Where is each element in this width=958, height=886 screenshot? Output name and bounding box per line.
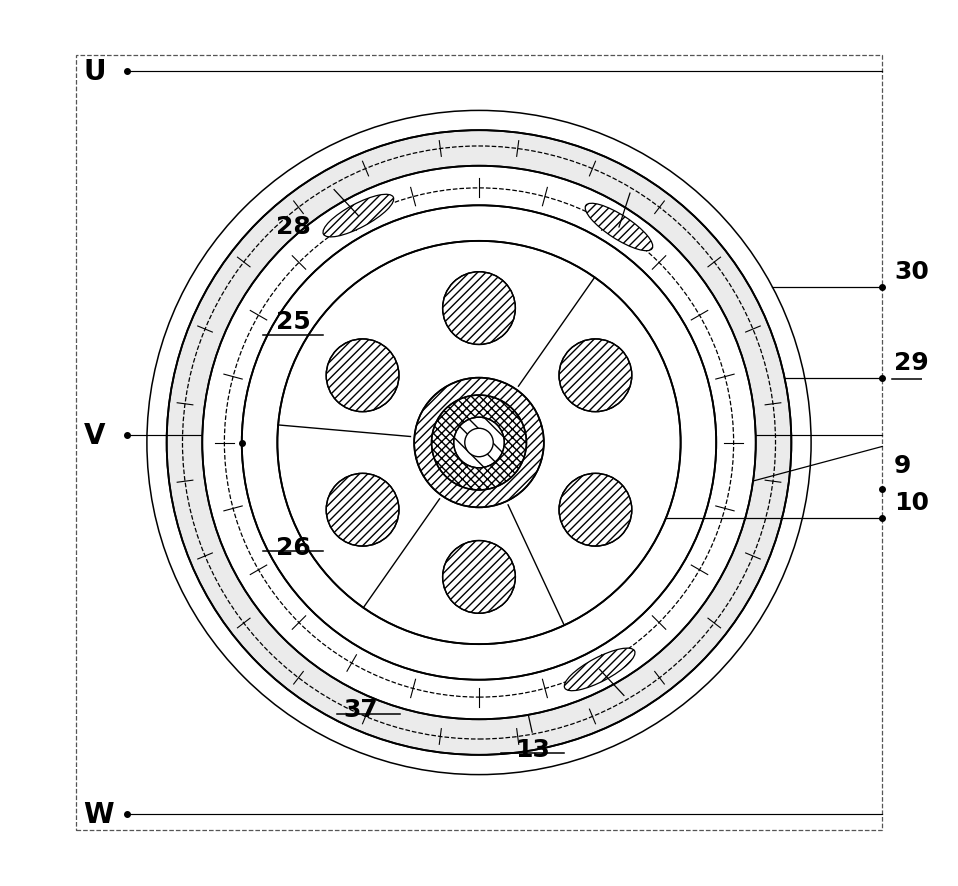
Ellipse shape	[564, 649, 635, 691]
Text: 25: 25	[276, 310, 310, 334]
Text: 9: 9	[894, 454, 911, 478]
Text: V: V	[83, 421, 105, 449]
Text: 29: 29	[894, 350, 929, 374]
Text: 10: 10	[894, 491, 929, 515]
Circle shape	[465, 429, 493, 457]
Text: 26: 26	[276, 535, 310, 559]
Text: U: U	[83, 58, 106, 86]
Text: 28: 28	[276, 215, 310, 239]
Circle shape	[167, 131, 791, 755]
Circle shape	[454, 417, 504, 469]
Circle shape	[241, 206, 717, 680]
Text: 30: 30	[894, 260, 929, 284]
Circle shape	[431, 396, 527, 490]
Text: W: W	[83, 800, 114, 828]
Text: 37: 37	[343, 697, 377, 721]
Bar	[76, 56, 882, 830]
Circle shape	[278, 242, 680, 644]
Circle shape	[414, 378, 544, 508]
Circle shape	[559, 474, 631, 547]
Circle shape	[327, 339, 399, 412]
Circle shape	[202, 167, 756, 719]
Ellipse shape	[323, 195, 394, 237]
Circle shape	[559, 339, 631, 412]
Circle shape	[443, 272, 515, 345]
Circle shape	[327, 474, 399, 547]
Circle shape	[443, 541, 515, 614]
Text: 13: 13	[515, 737, 550, 761]
Ellipse shape	[585, 204, 652, 252]
